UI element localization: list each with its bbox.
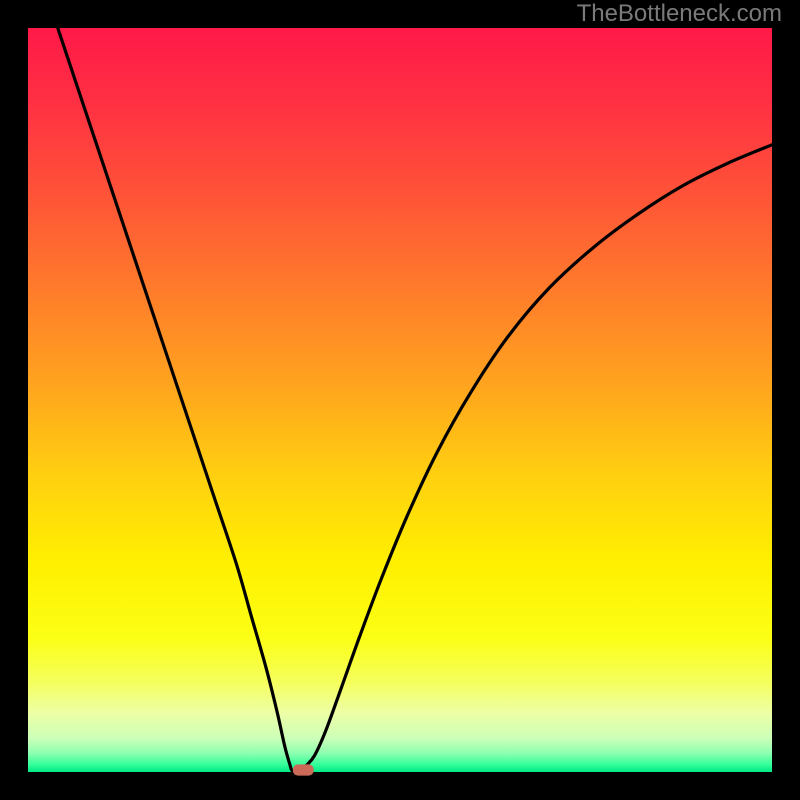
chart-plot-area bbox=[28, 28, 772, 772]
optimal-point-marker bbox=[293, 764, 314, 775]
watermark-text: TheBottleneck.com bbox=[577, 0, 782, 28]
chart-frame: TheBottleneck.com bbox=[0, 0, 800, 800]
bottleneck-chart bbox=[0, 0, 800, 800]
